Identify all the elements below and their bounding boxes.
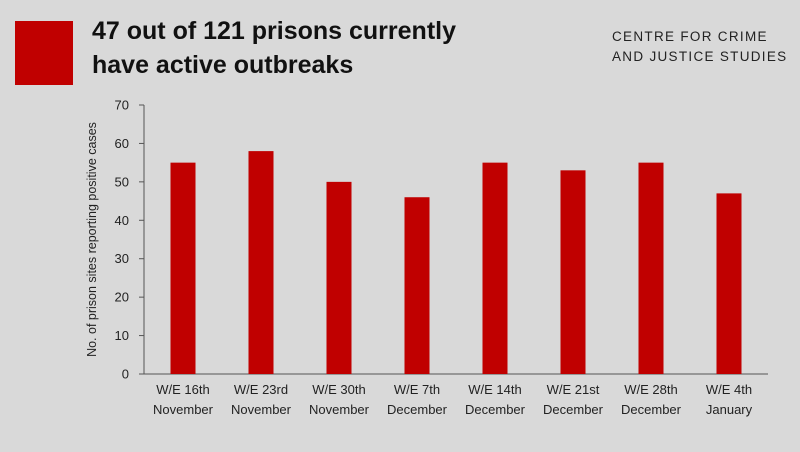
brand-logo-text: CENTRE FOR CRIME AND JUSTICE STUDIES <box>612 27 787 67</box>
chart-labels: W/E 16th November W/E 23rd November W/E 30th… <box>153 382 753 417</box>
bar <box>482 162 508 374</box>
x-tick-label-line-1: W/E 23rd <box>234 382 288 397</box>
brand-line-2: AND JUSTICE STUDIES <box>612 49 788 64</box>
x-tick-label-line-1: W/E 14th <box>468 382 521 397</box>
y-tick-label: 10 <box>115 328 129 343</box>
x-tick-label-line-1: W/E 4th <box>706 382 752 397</box>
y-tick-label: 50 <box>115 174 129 189</box>
x-tick-label-line-1: W/E 28th <box>624 382 677 397</box>
x-tick-label-line-1: W/E 16th <box>156 382 209 397</box>
y-tick-label: 70 <box>115 98 129 113</box>
x-tick-label-line-1: W/E 21st <box>547 382 600 397</box>
x-tick-label-line-2: December <box>387 402 448 417</box>
x-tick-label-line-2: January <box>706 402 753 417</box>
x-tick-label-line-2: November <box>309 402 370 417</box>
bar <box>560 170 586 374</box>
bar <box>716 193 742 374</box>
bar <box>326 181 352 374</box>
x-tick-label-line-1: W/E 7th <box>394 382 440 397</box>
x-tick-label-line-2: December <box>543 402 604 417</box>
bar <box>404 197 430 374</box>
x-tick-label-line-1: W/E 30th <box>312 382 365 397</box>
y-tick-label: 0 <box>122 367 129 382</box>
bar <box>638 162 664 374</box>
chart-title-line-2: have active outbreaks <box>92 51 354 79</box>
y-axis-title: No. of prison sites reporting positive c… <box>85 122 99 357</box>
accent-square <box>15 21 73 85</box>
chart-bars <box>170 151 742 374</box>
chart-axes: 0 10 20 30 40 50 60 70 No. of prison sites repor… <box>85 98 768 382</box>
chart-title: 47 out of 121 prisons currently have act… <box>92 14 472 82</box>
y-tick-label: 60 <box>115 136 129 151</box>
bar <box>248 151 274 374</box>
x-tick-label-line-2: December <box>621 402 682 417</box>
x-tick-label-line-2: November <box>231 402 292 417</box>
bar <box>170 162 196 374</box>
y-tick-label: 40 <box>115 213 129 228</box>
chart-title-line-1: 47 out of 121 prisons currently <box>92 17 456 45</box>
brand-line-1: CENTRE FOR CRIME <box>612 29 768 44</box>
x-tick-label-line-2: December <box>465 402 526 417</box>
x-tick-label-line-2: November <box>153 402 214 417</box>
y-tick-label: 30 <box>115 251 129 266</box>
y-tick-label: 20 <box>115 290 129 305</box>
